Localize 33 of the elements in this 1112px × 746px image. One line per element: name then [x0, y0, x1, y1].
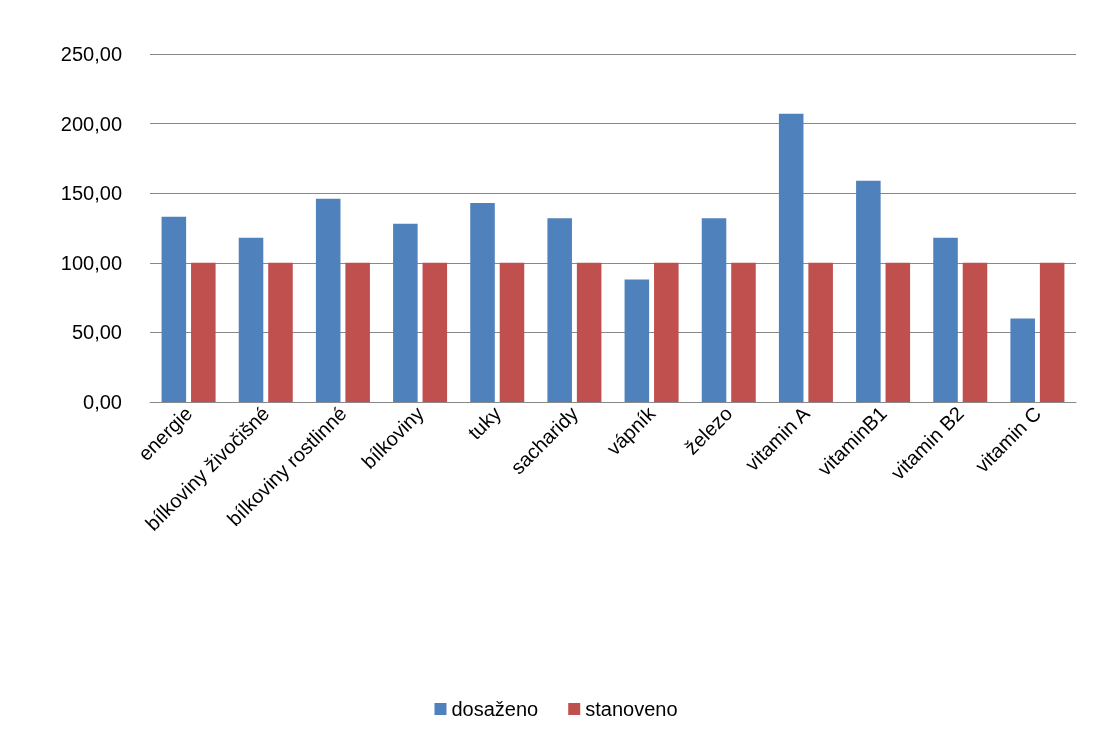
bar [731, 262, 756, 402]
legend-label: dosaženo [451, 698, 539, 720]
y-tick-label: 200,00 [60, 112, 122, 135]
y-tick-label: 50,00 [71, 321, 122, 344]
bar [191, 262, 216, 402]
y-tick-label: 150,00 [60, 182, 122, 205]
bar [470, 202, 495, 402]
bar [1039, 262, 1065, 402]
bar [885, 262, 911, 402]
bar [701, 218, 727, 402]
y-tick-label: 0,00 [83, 391, 122, 413]
x-tick-label: tuky [463, 402, 506, 444]
bar [345, 262, 370, 402]
bar [238, 237, 264, 402]
bar [962, 262, 988, 402]
bar [161, 216, 187, 402]
bar [315, 198, 341, 402]
bar [624, 279, 650, 402]
y-tick-label: 250,00 [60, 43, 122, 65]
bar [268, 262, 293, 402]
legend-label: stanoveno [585, 698, 678, 720]
bar [576, 262, 602, 402]
bar [422, 262, 448, 402]
bar [933, 237, 958, 402]
bar [1010, 318, 1035, 402]
bar [654, 262, 679, 402]
bar [778, 113, 804, 402]
bar [547, 218, 572, 402]
bar [808, 262, 833, 402]
y-tick-label: 100,00 [60, 251, 122, 274]
bar [499, 262, 525, 402]
bar [393, 223, 418, 402]
bar [856, 180, 881, 402]
